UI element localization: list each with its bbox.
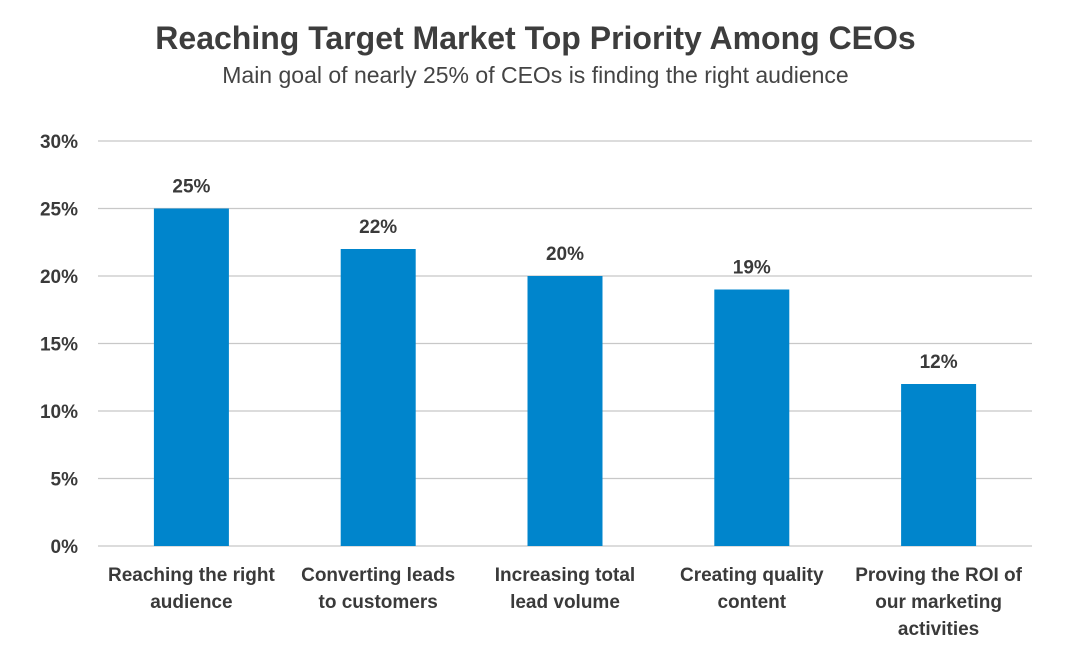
data-label: 25%: [172, 177, 210, 198]
category-label: our marketing: [875, 592, 1002, 613]
category-label: lead volume: [510, 592, 620, 613]
category-label: content: [717, 592, 786, 613]
x-axis-categories: Reaching the right audience Converting lea…: [108, 565, 1023, 640]
y-tick-label: 25%: [40, 200, 78, 221]
data-label: 20%: [546, 244, 584, 265]
bar: [527, 276, 603, 546]
y-tick-label: 20%: [40, 267, 78, 288]
bar: [340, 249, 416, 546]
bars: [153, 208, 977, 546]
category-label: activities: [898, 619, 979, 640]
bar: [153, 208, 229, 546]
category-label: Creating quality: [680, 565, 824, 586]
data-label: 12%: [920, 352, 958, 373]
y-tick-label: 5%: [51, 470, 79, 491]
chart-title: Reaching Target Market Top Priority Amon…: [155, 20, 916, 56]
category-label: Converting leads: [301, 565, 455, 586]
data-label: 22%: [359, 217, 397, 238]
bar: [714, 289, 790, 546]
category-label: audience: [150, 592, 232, 613]
chart-subtitle: Main goal of nearly 25% of CEOs is findi…: [222, 62, 849, 88]
category-label: Proving the ROI of: [855, 565, 1022, 586]
y-tick-label: 0%: [51, 537, 79, 558]
data-labels: 25% 22% 20% 19% 12%: [172, 177, 957, 374]
category-label: Increasing total: [495, 565, 635, 586]
category-label: Reaching the right: [108, 565, 275, 586]
y-tick-label: 15%: [40, 335, 78, 356]
y-tick-label: 10%: [40, 402, 78, 423]
y-axis-ticks: 0% 5% 10% 15% 20% 25% 30%: [40, 132, 78, 558]
y-tick-label: 30%: [40, 132, 78, 153]
category-label: to customers: [319, 592, 438, 613]
bar: [901, 384, 977, 546]
data-label: 19%: [733, 258, 771, 279]
